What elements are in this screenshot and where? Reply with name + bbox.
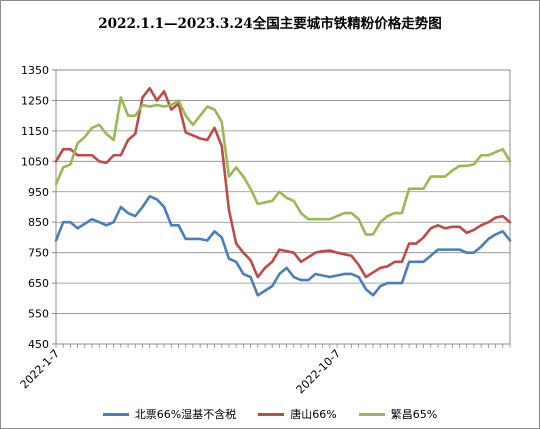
y-tick-label: 950 bbox=[28, 186, 49, 199]
legend-label: 繁昌65% bbox=[390, 408, 438, 421]
legend-swatch bbox=[102, 412, 129, 416]
legend-label: 北票66%湿基不含税 bbox=[134, 408, 237, 421]
y-tick-label: 850 bbox=[28, 216, 49, 229]
y-tick-label: 550 bbox=[28, 308, 49, 321]
x-tick-label: 2022-10-7 bbox=[294, 347, 343, 396]
y-tick-label: 1050 bbox=[21, 155, 49, 168]
y-tick-label: 1150 bbox=[21, 125, 49, 138]
y-tick-label: 450 bbox=[28, 338, 49, 351]
legend-item-3: 繁昌65% bbox=[358, 406, 438, 422]
legend-swatch bbox=[358, 412, 385, 416]
line-chart: 450 550 650 750 850 950 1050 1150 1250 1350 2022-1… bbox=[18, 64, 512, 396]
chart-legend: 北票66%湿基不含税 唐山66% 繁昌65% bbox=[1, 405, 539, 423]
plot-area bbox=[55, 69, 511, 345]
chart-title: 2022.1.1—2023.3.24全国主要城市铁精粉价格走势图 bbox=[98, 16, 442, 32]
series-line-2 bbox=[54, 86, 512, 279]
y-tick-label: 750 bbox=[28, 247, 49, 260]
legend-swatch bbox=[258, 412, 285, 416]
legend-item-1: 北票66%湿基不含税 bbox=[102, 406, 237, 422]
x-tick-label: 2022-1-7 bbox=[18, 347, 63, 392]
legend-item-2: 唐山66% bbox=[258, 406, 337, 422]
y-tick-label: 1250 bbox=[21, 94, 49, 107]
series-line-1 bbox=[54, 195, 512, 297]
y-tick-label: 650 bbox=[28, 277, 49, 290]
series-line-3 bbox=[54, 96, 512, 236]
y-tick-label: 1350 bbox=[21, 64, 49, 77]
legend-label: 唐山66% bbox=[290, 408, 337, 421]
